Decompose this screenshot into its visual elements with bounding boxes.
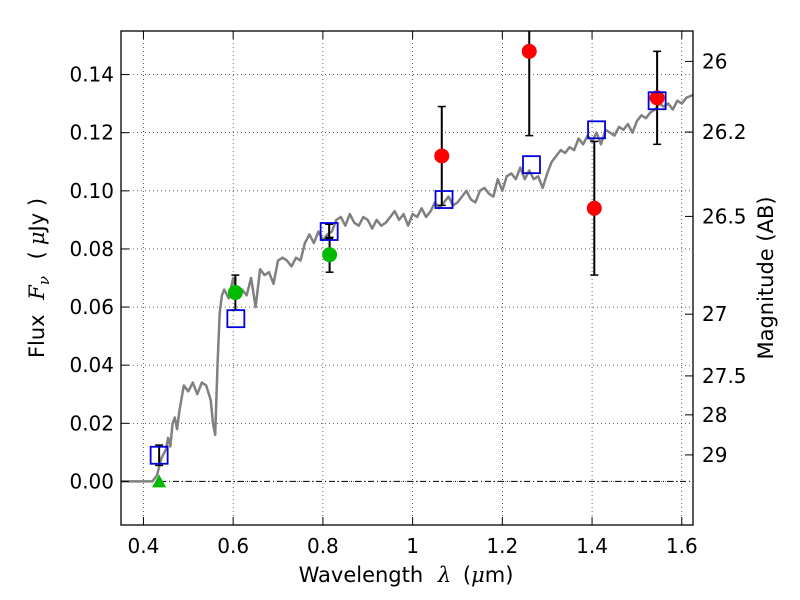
model-sed-line — [121, 93, 693, 483]
model-band-square — [587, 120, 606, 140]
model-band-square — [647, 91, 667, 111]
model-band-square — [319, 222, 339, 241]
x-axis-label-symbol: λ — [437, 563, 451, 587]
x-tick-label: 0.6 — [217, 534, 249, 558]
y2-tick-label: 27.5 — [702, 364, 747, 388]
y-tick-label: 0.00 — [69, 469, 114, 493]
red-data-point — [586, 200, 602, 216]
y-tick-label: 0.04 — [69, 353, 114, 377]
y2-tick-label: 26.2 — [702, 120, 747, 144]
y-axis-label-unit-open: ( — [25, 251, 49, 259]
x-axis-label: Wavelength λ (μm) — [299, 563, 514, 587]
x-tick-label: 1.6 — [666, 534, 698, 558]
green-data-point — [227, 285, 243, 301]
axis-ticks: 0.4 0.6 0.8 1 1.2 1.4 1.6 0.00 0.02 0.04 0.06 0.08 0… — [69, 31, 747, 558]
x-tick-label: 1.2 — [486, 534, 518, 558]
y-axis-label-text: Flux — [25, 314, 49, 358]
model-band-square — [149, 445, 169, 465]
model-band-square — [434, 190, 454, 209]
x-tick-label: 1 — [406, 534, 419, 558]
y-tick-label: 0.08 — [69, 237, 114, 261]
y-axis-label-sub: ν — [35, 276, 53, 285]
x-tick-label: 1.4 — [576, 534, 608, 558]
y2-tick-label: 28 — [702, 403, 727, 427]
y2-tick-label: 26 — [702, 49, 727, 73]
y-axis-label-symbol: F — [25, 284, 49, 301]
y-tick-label: 0.12 — [69, 121, 114, 145]
green-upper-limit-marker — [152, 474, 167, 488]
x-tick-label: 0.8 — [307, 534, 339, 558]
red-data-point — [521, 43, 537, 59]
y-axis-label-unit-mu: μ — [25, 231, 49, 245]
y2-tick-label: 26.5 — [702, 204, 747, 228]
y-axis-label-unit-rest: Jy ) — [25, 198, 49, 234]
model-band-square — [226, 309, 246, 329]
x-tick-label: 0.4 — [128, 534, 160, 558]
y-tick-label: 0.14 — [69, 63, 114, 87]
plot-frame — [120, 30, 694, 526]
y2-tick-label: 29 — [702, 443, 727, 467]
x-axis-label-unit-mu: μ — [471, 563, 485, 587]
y2-tick-label: 27 — [702, 302, 727, 326]
data-points — [149, 31, 667, 488]
y-tick-label: 0.06 — [69, 295, 114, 319]
y2-axis-label: Magnitude (AB) — [754, 196, 778, 359]
x-axis-label-text: Wavelength — [299, 563, 424, 587]
x-axis-label-unit-open: ( — [463, 563, 471, 587]
y-tick-label: 0.02 — [69, 411, 114, 435]
model-band-square — [522, 155, 541, 175]
red-data-point — [434, 148, 450, 164]
plot-background — [121, 31, 693, 525]
x-axis-label-unit-rest: m) — [485, 563, 514, 587]
y-tick-label: 0.10 — [69, 179, 114, 203]
green-data-point — [322, 247, 338, 263]
red-data-point — [649, 90, 665, 106]
y-axis-label: Flux Fν ( μJy ) — [25, 198, 54, 358]
